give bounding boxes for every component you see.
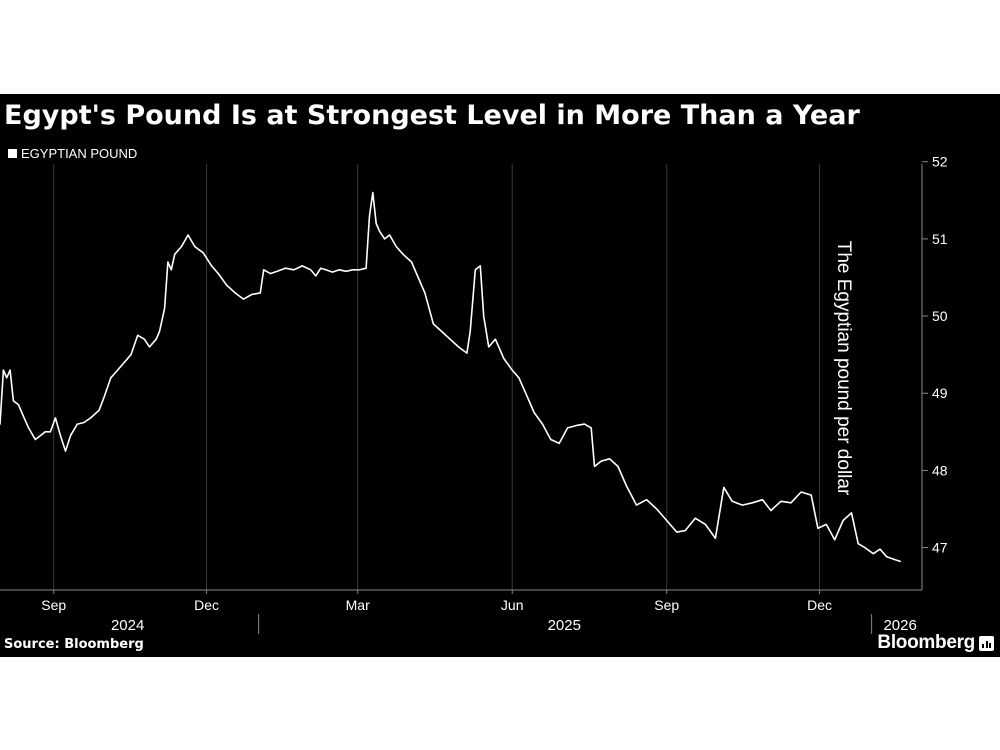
x-tick-label: Sep — [654, 597, 679, 613]
legend-swatch — [8, 149, 17, 158]
x-year-label: 2026 — [883, 617, 916, 634]
x-tick-label: Mar — [346, 597, 370, 613]
y-tick-label: 51 — [932, 231, 948, 247]
axes: Sep Dec Mar Jun Sep Dec 2024 2025 2026 47 48 49 50 51… — [0, 154, 948, 634]
x-tick-label: Dec — [194, 597, 219, 613]
series-line-egyptian-pound — [0, 191, 901, 563]
chart-title: Egypt's Pound Is at Strongest Level in M… — [4, 100, 860, 131]
y-tick-label: 50 — [932, 308, 948, 324]
y-tick-label: 47 — [932, 540, 948, 556]
x-tick-label: Dec — [807, 597, 832, 613]
bloomberg-logo: Bloomberg — [877, 632, 994, 654]
brand-name: Bloomberg — [877, 632, 975, 653]
y-axis-label: The Egyptian pound per dollar — [833, 240, 854, 496]
y-tick-label: 49 — [932, 385, 948, 401]
y-tick-label: 48 — [932, 462, 948, 478]
series-layer — [0, 191, 901, 563]
x-tick-label: Jun — [501, 597, 524, 613]
legend-label: EGYPTIAN POUND — [21, 146, 138, 161]
gridlines — [53, 164, 821, 590]
y-tick-label: 52 — [932, 154, 948, 170]
x-year-label: 2024 — [111, 617, 144, 634]
x-tick-label: Sep — [41, 597, 66, 613]
chart-panel: Egypt's Pound Is at Strongest Level in M… — [0, 94, 1000, 657]
x-year-label: 2025 — [548, 617, 581, 634]
bloomberg-terminal-icon — [979, 635, 994, 651]
source-note: Source: Bloomberg — [4, 637, 144, 652]
line-chart: Sep Dec Mar Jun Sep Dec 2024 2025 2026 47 48 49 50 51… — [0, 154, 948, 634]
legend: EGYPTIAN POUND — [8, 146, 137, 162]
